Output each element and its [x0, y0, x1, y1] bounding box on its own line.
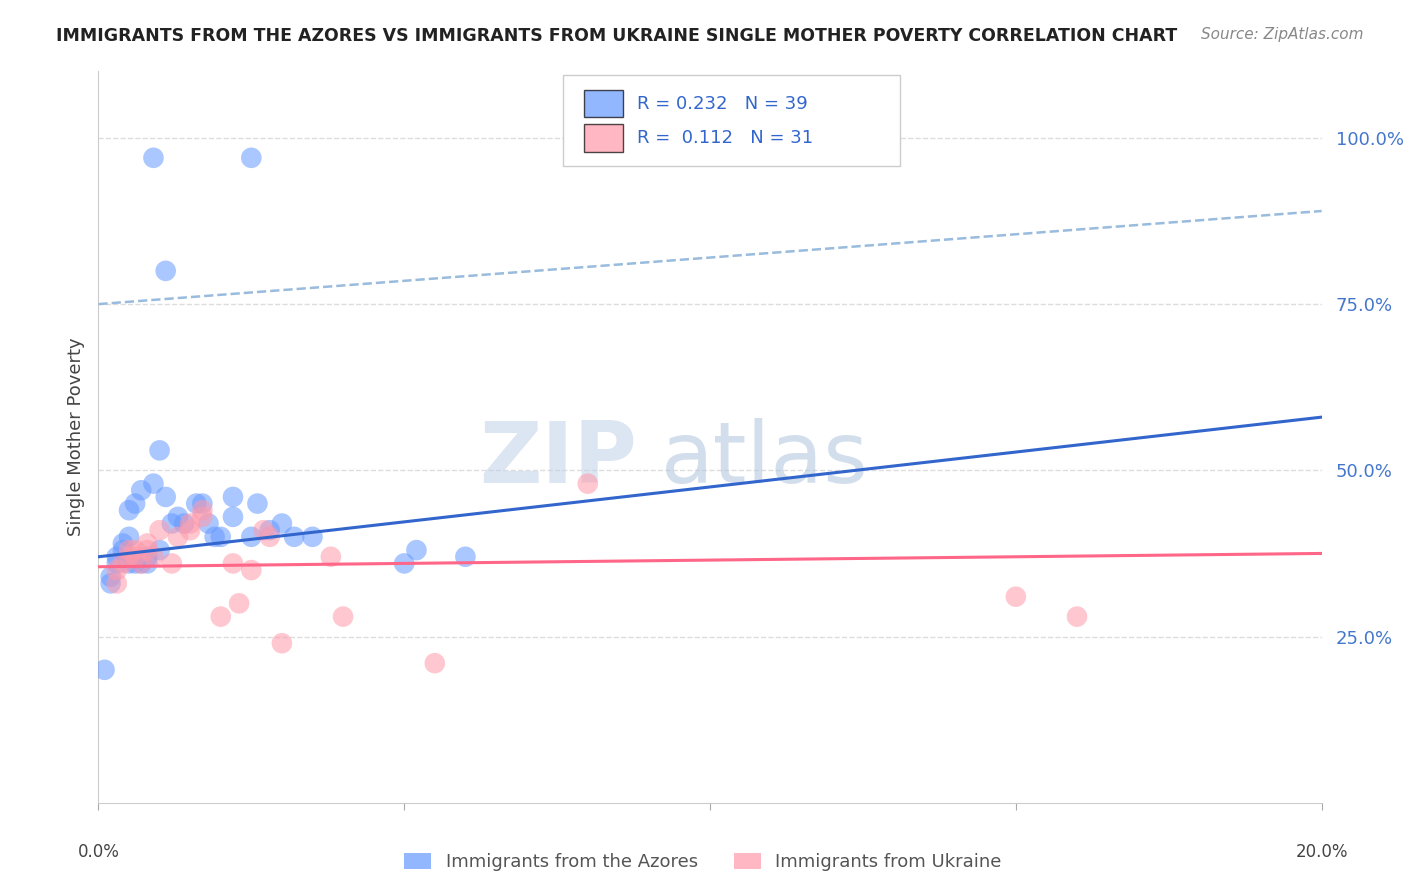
Point — [259, 530, 281, 544]
Point — [105, 557, 128, 571]
FancyBboxPatch shape — [583, 124, 623, 152]
Point — [240, 530, 263, 544]
Point — [191, 509, 214, 524]
Point — [259, 523, 281, 537]
Point — [111, 543, 134, 558]
Point — [222, 490, 245, 504]
Point — [1004, 590, 1026, 604]
Point — [209, 530, 232, 544]
Point — [576, 476, 599, 491]
Point — [149, 543, 172, 558]
Point — [136, 536, 159, 550]
Point — [155, 490, 177, 504]
Point — [160, 516, 183, 531]
Point — [111, 536, 134, 550]
Point — [105, 563, 128, 577]
Point — [160, 557, 183, 571]
Point — [186, 497, 208, 511]
FancyBboxPatch shape — [564, 75, 900, 167]
Text: 20.0%: 20.0% — [1295, 843, 1348, 861]
Point — [124, 549, 146, 564]
Point — [136, 557, 159, 571]
Point — [209, 609, 232, 624]
Point — [105, 576, 128, 591]
Point — [129, 557, 152, 571]
Point — [222, 557, 245, 571]
Point — [179, 523, 201, 537]
Point — [118, 557, 141, 571]
Point — [197, 516, 219, 531]
Point — [118, 543, 141, 558]
Point — [191, 497, 214, 511]
Text: 0.0%: 0.0% — [77, 843, 120, 861]
Point — [301, 530, 323, 544]
Point — [191, 503, 214, 517]
Point — [93, 663, 115, 677]
Text: Source: ZipAtlas.com: Source: ZipAtlas.com — [1201, 27, 1364, 42]
Point — [100, 576, 122, 591]
Point — [405, 543, 427, 558]
Point — [136, 549, 159, 564]
Point — [167, 530, 190, 544]
Point — [124, 497, 146, 511]
Point — [423, 656, 446, 670]
Text: IMMIGRANTS FROM THE AZORES VS IMMIGRANTS FROM UKRAINE SINGLE MOTHER POVERTY CORR: IMMIGRANTS FROM THE AZORES VS IMMIGRANTS… — [56, 27, 1177, 45]
Point — [392, 557, 416, 571]
Point — [124, 557, 146, 571]
Point — [173, 516, 195, 531]
Point — [142, 549, 165, 564]
Point — [252, 523, 274, 537]
Legend: Immigrants from the Azores, Immigrants from Ukraine: Immigrants from the Azores, Immigrants f… — [396, 846, 1010, 879]
Point — [129, 557, 152, 571]
FancyBboxPatch shape — [583, 89, 623, 118]
Point — [283, 530, 305, 544]
Point — [222, 509, 245, 524]
Point — [332, 609, 354, 624]
Point — [167, 509, 190, 524]
Point — [246, 497, 269, 511]
Text: R = 0.232   N = 39: R = 0.232 N = 39 — [637, 95, 807, 112]
Text: R =  0.112   N = 31: R = 0.112 N = 31 — [637, 129, 813, 147]
Point — [118, 530, 141, 544]
Point — [454, 549, 477, 564]
Point — [142, 151, 165, 165]
Point — [270, 636, 292, 650]
Point — [240, 563, 263, 577]
Point — [111, 557, 134, 571]
Point — [136, 543, 159, 558]
Point — [142, 476, 165, 491]
Point — [319, 549, 342, 564]
Point — [204, 530, 226, 544]
Text: ZIP: ZIP — [479, 417, 637, 500]
Point — [228, 596, 250, 610]
Point — [105, 549, 128, 564]
Text: atlas: atlas — [661, 417, 869, 500]
Point — [149, 523, 172, 537]
Point — [118, 549, 141, 564]
Point — [149, 443, 172, 458]
Point — [118, 503, 141, 517]
Point — [124, 543, 146, 558]
Point — [179, 516, 201, 531]
Y-axis label: Single Mother Poverty: Single Mother Poverty — [66, 338, 84, 536]
Point — [1066, 609, 1088, 624]
Point — [129, 483, 152, 498]
Point — [270, 516, 292, 531]
Point — [240, 151, 263, 165]
Point — [100, 570, 122, 584]
Point — [155, 264, 177, 278]
